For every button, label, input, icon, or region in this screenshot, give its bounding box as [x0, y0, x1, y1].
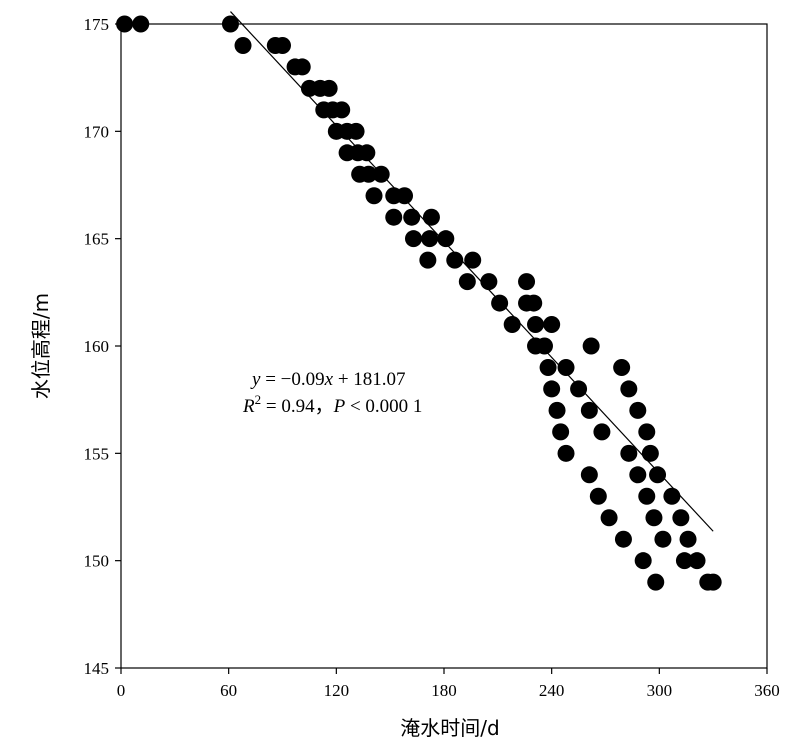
data-point: [404, 230, 422, 248]
data-point: [589, 487, 607, 505]
data-point: [600, 509, 618, 527]
data-point: [638, 423, 656, 441]
stat-p-value: < 0.000 1: [345, 396, 422, 417]
data-point: [503, 316, 521, 334]
stat-p-var: P: [333, 396, 346, 417]
y-tick-label: 145: [84, 659, 110, 678]
data-point: [437, 230, 455, 248]
data-point: [543, 380, 561, 398]
x-tick-label: 180: [431, 681, 457, 700]
data-point: [539, 358, 557, 376]
data-point: [649, 466, 667, 484]
stat-r-superscript: 2: [255, 392, 262, 407]
eq-intercept: + 181.07: [333, 369, 405, 390]
stat-r-value: = 0.94，: [261, 396, 333, 417]
data-point: [675, 552, 693, 570]
data-point: [422, 208, 440, 226]
data-point: [480, 273, 498, 291]
data-point: [446, 251, 464, 269]
data-point: [518, 273, 536, 291]
data-point: [613, 358, 631, 376]
data-point: [548, 401, 566, 419]
data-point: [629, 401, 647, 419]
data-point: [320, 79, 338, 97]
y-tick-label: 155: [84, 444, 110, 463]
data-point: [360, 165, 378, 183]
data-point: [116, 15, 134, 33]
plot-frame: [120, 23, 768, 669]
eq-y-var: y: [250, 369, 261, 390]
plot-frame-group: [120, 23, 768, 669]
x-tick-label: 60: [220, 681, 237, 700]
data-point: [396, 187, 414, 205]
data-point: [629, 466, 647, 484]
data-point: [403, 208, 421, 226]
data-point: [552, 423, 570, 441]
data-point: [704, 573, 722, 591]
data-point: [647, 573, 665, 591]
x-tick-label: 0: [117, 681, 126, 700]
data-points: [116, 15, 722, 591]
data-point: [358, 144, 376, 162]
data-point: [347, 122, 365, 140]
y-tick-label: 150: [84, 552, 110, 571]
data-point: [645, 509, 663, 527]
data-point: [638, 487, 656, 505]
data-point: [491, 294, 509, 312]
x-axis-ticks: 0 60 120 180 240 300 360: [117, 668, 780, 700]
eq-x-var: x: [324, 369, 334, 390]
data-point: [620, 444, 638, 462]
data-point: [570, 380, 588, 398]
data-point: [593, 423, 611, 441]
data-point: [580, 466, 598, 484]
y-tick-label: 160: [84, 337, 110, 356]
y-axis-ticks: 145 150 155 160 165 170 175: [84, 15, 121, 678]
data-point: [614, 530, 632, 548]
x-tick-label: 240: [539, 681, 565, 700]
data-point: [293, 58, 311, 76]
data-point: [582, 337, 600, 355]
data-point: [641, 444, 659, 462]
data-point: [672, 509, 690, 527]
data-point: [535, 337, 553, 355]
data-point: [679, 530, 697, 548]
y-axis-title: 水位高程/m: [29, 293, 53, 399]
data-point: [557, 358, 575, 376]
data-point: [464, 251, 482, 269]
data-point: [543, 316, 561, 334]
data-point: [421, 230, 439, 248]
x-tick-label: 120: [324, 681, 350, 700]
y-tick-label: 165: [84, 230, 110, 249]
x-tick-label: 360: [754, 681, 780, 700]
stat-r-var: R: [242, 396, 255, 417]
data-point: [580, 401, 598, 419]
data-point: [557, 444, 575, 462]
data-point: [654, 530, 672, 548]
x-tick-label: 300: [647, 681, 673, 700]
data-point: [234, 36, 252, 54]
data-point: [274, 36, 291, 54]
y-tick-label: 170: [84, 122, 110, 141]
eq-slope: = −0.09: [260, 369, 324, 390]
data-point: [634, 552, 652, 570]
x-axis-title: 淹水时间/d: [400, 716, 499, 740]
data-point: [365, 187, 383, 205]
data-point: [663, 487, 681, 505]
regression-equation: y = −0.09x + 181.07: [250, 369, 406, 390]
data-point: [132, 15, 150, 33]
data-point: [688, 552, 706, 570]
data-point: [527, 316, 545, 334]
fit-line: [230, 11, 714, 532]
data-point: [620, 380, 638, 398]
y-tick-label: 175: [84, 15, 110, 34]
data-point: [333, 101, 351, 119]
data-point: [458, 273, 476, 291]
data-point: [525, 294, 543, 312]
data-point: [385, 208, 403, 226]
data-point: [221, 15, 239, 33]
regression-stats: R2 = 0.94，P < 0.000 1: [242, 392, 422, 417]
data-point: [419, 251, 437, 269]
